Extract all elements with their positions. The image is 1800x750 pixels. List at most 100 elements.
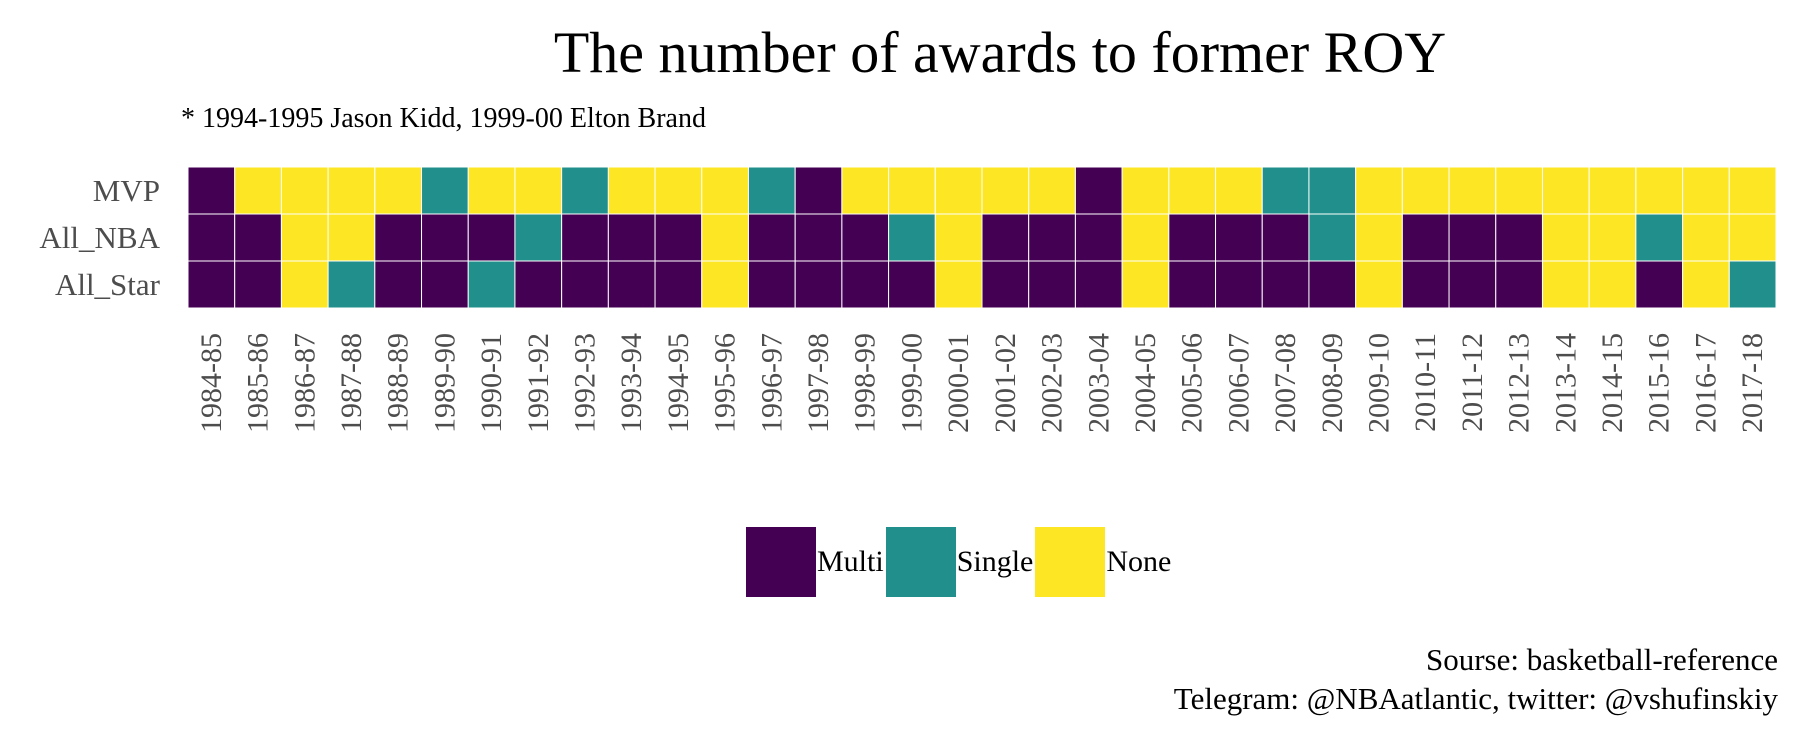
- tile-mvp-1992-93: [561, 166, 609, 215]
- x-label-1985-86: 1985-86: [242, 333, 275, 433]
- x-label-1996-97: 1996-97: [755, 333, 788, 433]
- tile-all-nba-1996-97: [747, 213, 796, 262]
- tile-mvp-1994-95: [654, 166, 703, 215]
- tile-all-star-1990-91: [467, 260, 516, 309]
- tile-all-star-1989-90: [421, 260, 469, 309]
- tile-all-nba-2015-16: [1635, 213, 1684, 262]
- tile-all-star-1985-86: [234, 260, 282, 309]
- tile-all-nba-2005-06: [1168, 213, 1217, 262]
- tile-mvp-1988-89: [374, 166, 423, 215]
- x-label-2009-10: 2009-10: [1363, 333, 1396, 433]
- x-label-2005-06: 2005-06: [1176, 333, 1209, 433]
- tile-all-nba-2017-18: [1728, 213, 1777, 262]
- tile-all-nba-1986-87: [280, 213, 329, 262]
- tile-all-star-2011-12: [1448, 260, 1497, 309]
- tile-all-nba-2006-07: [1215, 213, 1263, 262]
- y-label-all-star: All_Star: [55, 267, 161, 302]
- tile-all-star-1994-95: [654, 260, 703, 309]
- tile-all-star-1999-00: [888, 260, 936, 309]
- tile-all-star-1998-99: [841, 260, 890, 309]
- tile-mvp-1984-85: [187, 166, 236, 215]
- tile-all-star-2010-11: [1401, 260, 1450, 309]
- tile-all-star-2001-02: [981, 260, 1030, 309]
- tile-all-star-2016-17: [1682, 260, 1730, 309]
- tile-mvp-2000-01: [934, 166, 983, 215]
- x-label-2002-03: 2002-03: [1036, 333, 1069, 433]
- tile-all-star-1988-89: [374, 260, 423, 309]
- legend-label-none: None: [1106, 545, 1172, 578]
- tile-all-nba-1985-86: [234, 213, 282, 262]
- x-label-1990-91: 1990-91: [475, 333, 508, 433]
- tile-all-star-1984-85: [187, 260, 236, 309]
- tile-all-star-2000-01: [934, 260, 983, 309]
- tile-all-nba-2014-15: [1588, 213, 1637, 262]
- y-label-all-nba: All_NBA: [39, 220, 160, 255]
- legend-swatch-none: [1035, 527, 1106, 597]
- tile-all-star-1992-93: [561, 260, 609, 309]
- tile-all-star-2009-10: [1355, 260, 1403, 309]
- tile-mvp-1996-97: [747, 166, 796, 215]
- tile-all-star-2013-14: [1541, 260, 1590, 309]
- tile-all-nba-2016-17: [1682, 213, 1730, 262]
- x-label-1989-90: 1989-90: [428, 333, 461, 433]
- tile-all-nba-2010-11: [1401, 213, 1450, 262]
- tile-mvp-1997-98: [794, 166, 843, 215]
- x-label-2000-01: 2000-01: [942, 333, 975, 433]
- tile-all-star-1987-88: [327, 260, 376, 309]
- tile-mvp-1999-00: [888, 166, 936, 215]
- x-label-2011-12: 2011-12: [1456, 333, 1489, 432]
- x-label-2012-13: 2012-13: [1503, 333, 1536, 433]
- tile-all-star-1997-98: [794, 260, 843, 309]
- x-label-1993-94: 1993-94: [615, 333, 648, 433]
- x-label-2001-02: 2001-02: [989, 333, 1022, 433]
- tile-all-star-1996-97: [747, 260, 796, 309]
- tile-all-nba-2013-14: [1541, 213, 1590, 262]
- tile-all-star-2014-15: [1588, 260, 1637, 309]
- x-label-2004-05: 2004-05: [1129, 333, 1162, 433]
- x-label-1997-98: 1997-98: [802, 333, 835, 433]
- tile-all-nba-1988-89: [374, 213, 423, 262]
- x-label-2014-15: 2014-15: [1596, 333, 1629, 433]
- x-axis-labels: 1984-85 1985-86 1986-87 1987-88 1988-89 1989-…: [195, 333, 1769, 433]
- legend-item-none: None: [1035, 527, 1173, 597]
- tile-all-nba-1987-88: [327, 213, 376, 262]
- caption: Sourse: basketball-reference Telegram: @…: [1174, 640, 1778, 718]
- tile-all-nba-1990-91: [467, 213, 516, 262]
- x-label-1995-96: 1995-96: [709, 333, 742, 433]
- tile-all-star-2006-07: [1215, 260, 1263, 309]
- legend-label-single: Single: [956, 545, 1034, 578]
- tile-mvp-2009-10: [1355, 166, 1403, 215]
- tile-mvp-2013-14: [1541, 166, 1590, 215]
- tile-mvp-2015-16: [1635, 166, 1684, 215]
- legend-swatch-multi: [746, 527, 816, 597]
- legend-item-single: Single: [885, 527, 1036, 597]
- tile-all-nba-1993-94: [607, 213, 656, 262]
- caption-source: Sourse: basketball-reference: [1425, 642, 1778, 677]
- x-label-1984-85: 1984-85: [195, 333, 228, 433]
- tile-all-star-1993-94: [607, 260, 656, 309]
- tile-all-nba-1995-96: [701, 213, 749, 262]
- tile-all-star-2012-13: [1495, 260, 1543, 309]
- tile-all-star-1986-87: [280, 260, 329, 309]
- tile-mvp-2006-07: [1215, 166, 1263, 215]
- x-label-2015-16: 2015-16: [1643, 333, 1676, 433]
- heatmap-tiles: [187, 166, 1777, 309]
- tile-all-star-1995-96: [701, 260, 749, 309]
- y-axis-labels: MVP All_NBA All_Star: [39, 173, 160, 302]
- tile-all-star-1991-92: [514, 260, 563, 309]
- tile-mvp-1989-90: [421, 166, 469, 215]
- tile-mvp-2010-11: [1401, 166, 1450, 215]
- x-label-2006-07: 2006-07: [1222, 333, 1255, 433]
- tile-all-nba-1992-93: [561, 213, 609, 262]
- chart-subtitle: * 1994-1995 Jason Kidd, 1999-00 Elton Br…: [181, 103, 706, 134]
- tile-mvp-2002-03: [1028, 166, 1076, 215]
- x-label-1998-99: 1998-99: [849, 333, 882, 433]
- x-label-2008-09: 2008-09: [1316, 333, 1349, 433]
- tile-all-nba-1989-90: [421, 213, 469, 262]
- tile-mvp-1991-92: [514, 166, 563, 215]
- tile-all-nba-2001-02: [981, 213, 1030, 262]
- tile-mvp-2001-02: [981, 166, 1030, 215]
- x-label-2013-14: 2013-14: [1549, 333, 1582, 433]
- tile-all-star-2007-08: [1261, 260, 1310, 309]
